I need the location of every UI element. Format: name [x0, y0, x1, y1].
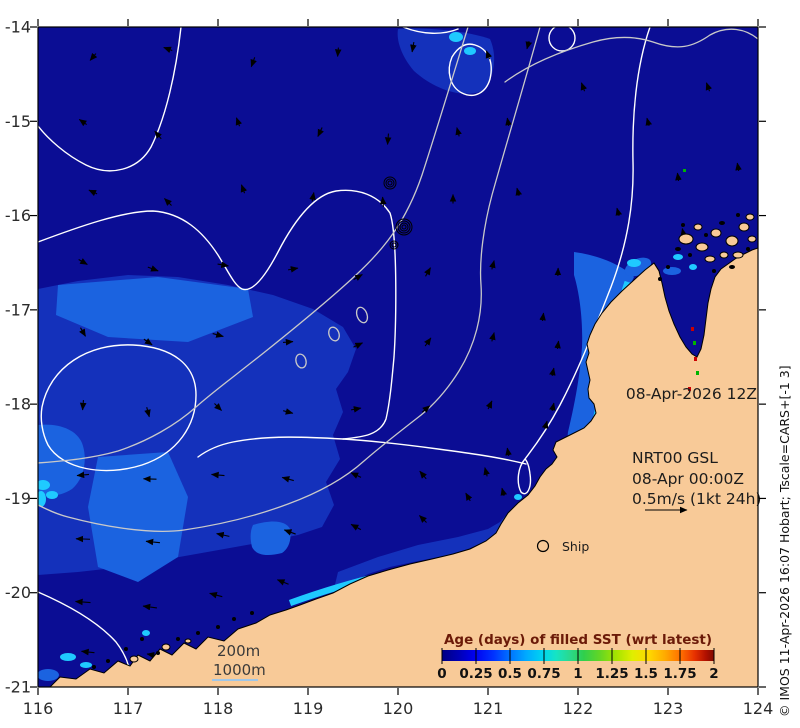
colorbar-tick-label-1.25: 1.25	[595, 666, 628, 682]
isobath-contours	[38, 27, 758, 532]
map-annotations: 08-Apr-2026 12Z NRT00 GSL 08-Apr 00:00Z …	[212, 385, 761, 681]
x-tick-label-118: 118	[203, 699, 234, 718]
ship-marker	[536, 539, 550, 553]
x-tick-label-120: 120	[383, 699, 414, 718]
y-tick-label--19: -19	[5, 489, 31, 508]
x-tick-label-122: 122	[563, 699, 594, 718]
archipelago-islands	[658, 213, 757, 281]
isobath-200m-label: 200m	[217, 642, 260, 660]
current-vectors	[74, 40, 742, 659]
plot-frame	[37, 26, 759, 688]
colorbar-ticks: 0 0.25 0.5 0.75 1 1.25 1.5 1.75 2	[437, 648, 719, 682]
colorbar-tick-label-1: 1	[573, 666, 582, 682]
colorbar-tick-label-0.25: 0.25	[459, 666, 492, 682]
mainland-australia	[49, 247, 758, 687]
axes: 116 117 118 119 120 121 122 123 124-14-15-16-17-…	[5, 18, 773, 719]
colorbar-title: Age (days) of filled SST (wrt latest)	[444, 632, 712, 648]
datetime-label: 08-Apr-2026 12Z	[626, 385, 757, 403]
x-tick-label-119: 119	[293, 699, 324, 718]
y-tick-label--20: -20	[5, 583, 31, 602]
colorbar-tick-label-0: 0	[437, 666, 446, 682]
y-tick-label--21: -21	[5, 678, 31, 697]
y-tick-label--18: -18	[5, 395, 31, 414]
vector-scale-label: 0.5m/s (1kt 24h)	[632, 490, 761, 508]
credit-text: © IMOS 11-Apr-2026 16:07 Hobart; Tscale=…	[777, 365, 792, 717]
colorbar-tick-label-1.5: 1.5	[634, 666, 658, 682]
coastal-islets	[92, 611, 254, 669]
x-tick-label-123: 123	[653, 699, 684, 718]
colorbar-tick-label-1.75: 1.75	[663, 666, 696, 682]
model-time-label: 08-Apr 00:00Z	[632, 470, 744, 488]
x-tick-label-117: 117	[113, 699, 144, 718]
model-name-label: NRT00 GSL	[632, 449, 718, 467]
x-tick-label-124: 124	[743, 699, 774, 718]
contour-knots	[383, 176, 413, 250]
y-tick-label--15: -15	[5, 112, 31, 131]
x-tick-label-116: 116	[23, 699, 54, 718]
y-tick-label--17: -17	[5, 300, 31, 319]
land-layer	[49, 169, 758, 687]
white-contours	[38, 27, 651, 673]
coastal-age-pixels	[683, 169, 699, 391]
y-tick-label--16: -16	[5, 206, 31, 225]
ship-label: Ship	[562, 539, 589, 554]
colorbar-tick-label-0.75: 0.75	[527, 666, 560, 682]
colorbar-tick-label-0.5: 0.5	[498, 666, 522, 682]
x-tick-label-121: 121	[473, 699, 504, 718]
map-plot-area	[38, 27, 758, 687]
colorbar-tick-label-2: 2	[709, 666, 718, 682]
isobath-1000m-label: 1000m	[213, 661, 266, 679]
y-tick-label--14: -14	[5, 18, 31, 37]
